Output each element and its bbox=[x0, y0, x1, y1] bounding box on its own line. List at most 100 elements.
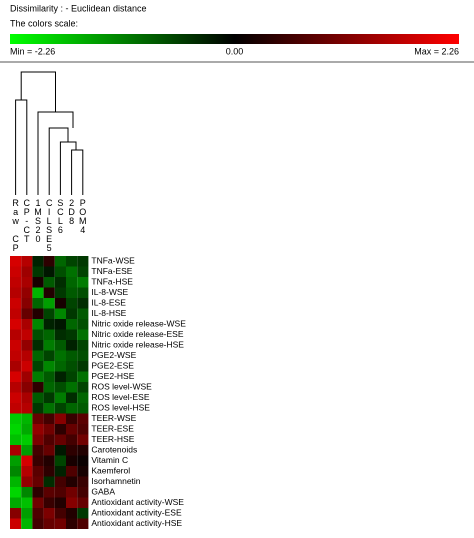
heatmap-cell bbox=[21, 371, 33, 382]
heatmap-cell bbox=[77, 329, 89, 340]
dendrogram-branch bbox=[20, 71, 56, 112]
heatmap-cell bbox=[54, 329, 66, 340]
heatmap-cell bbox=[21, 298, 33, 309]
heatmap-cell bbox=[10, 434, 22, 445]
column-label: CP-CT bbox=[22, 198, 32, 243]
heatmap-cell bbox=[43, 329, 55, 340]
heatmap-cell bbox=[10, 445, 22, 456]
heatmap-cell bbox=[54, 487, 66, 498]
heatmap-cell bbox=[77, 382, 89, 393]
heatmap-cell bbox=[10, 466, 22, 477]
chart-title: Dissimilarity : - Euclidean distance bbox=[10, 3, 147, 13]
heatmap-cell bbox=[77, 476, 89, 487]
heatmap-cell bbox=[43, 266, 55, 277]
heatmap-cell bbox=[77, 371, 89, 382]
heatmap-cell bbox=[10, 476, 22, 487]
column-label: 2D8 bbox=[67, 198, 77, 225]
heatmap-cell bbox=[32, 256, 44, 267]
heatmap-cell bbox=[77, 266, 89, 277]
heatmap-cell bbox=[21, 455, 33, 466]
heatmap-cell bbox=[54, 434, 66, 445]
heatmap-cell bbox=[21, 413, 33, 424]
heatmap-cell bbox=[43, 497, 55, 508]
heatmap-cell bbox=[66, 476, 78, 487]
heatmap-cell bbox=[10, 256, 22, 267]
heatmap-cell bbox=[54, 287, 66, 298]
heatmap-cell bbox=[54, 445, 66, 456]
heatmap-cell bbox=[77, 350, 89, 361]
heatmap-cell bbox=[54, 413, 66, 424]
heatmap-cell bbox=[66, 361, 78, 372]
heatmap-cell bbox=[77, 277, 89, 288]
heatmap-cell bbox=[66, 403, 78, 414]
column-label: SCL6 bbox=[55, 198, 65, 234]
heatmap-cell bbox=[32, 340, 44, 351]
heatmap-cell bbox=[66, 319, 78, 330]
heatmap-cell bbox=[10, 329, 22, 340]
heatmap-cell bbox=[10, 298, 22, 309]
heatmap-cell bbox=[32, 392, 44, 403]
heatmap-cell bbox=[66, 518, 78, 529]
heatmap-cell bbox=[10, 277, 22, 288]
row-label: Kaemferol bbox=[91, 466, 130, 476]
heatmap-cell bbox=[54, 455, 66, 466]
heatmap-cell bbox=[21, 256, 33, 267]
heatmap-cell bbox=[43, 371, 55, 382]
heatmap-cell bbox=[77, 392, 89, 403]
heatmap-cell bbox=[54, 350, 66, 361]
heatmap-cell bbox=[21, 350, 33, 361]
column-label: CILSE5 bbox=[44, 198, 54, 252]
heatmap-cell bbox=[21, 518, 33, 529]
row-label: Nitric oxide release-ESE bbox=[91, 329, 183, 339]
row-label: TNFa-WSE bbox=[91, 256, 135, 266]
row-label: PGE2-ESE bbox=[91, 361, 134, 371]
color-scale-bar bbox=[10, 34, 459, 44]
heatmap-cell bbox=[10, 319, 22, 330]
heatmap-cell bbox=[66, 340, 78, 351]
heatmap-cell bbox=[32, 455, 44, 466]
heatmap-cell bbox=[43, 445, 55, 456]
heatmap-cell bbox=[43, 434, 55, 445]
heatmap-cell bbox=[54, 308, 66, 319]
heatmap-cell bbox=[21, 392, 33, 403]
heatmap-cell bbox=[43, 256, 55, 267]
heatmap-cell bbox=[54, 340, 66, 351]
heatmap-cell bbox=[32, 445, 44, 456]
heatmap-cell bbox=[43, 382, 55, 393]
row-label: TNFa-ESE bbox=[91, 266, 132, 276]
heatmap-cell bbox=[10, 361, 22, 372]
heatmap-cell bbox=[43, 319, 55, 330]
heatmap-cell bbox=[10, 350, 22, 361]
column-label: Raw CP bbox=[11, 198, 21, 252]
heatmap-cell bbox=[21, 308, 33, 319]
heatmap-cell bbox=[66, 466, 78, 477]
heatmap-cell bbox=[54, 476, 66, 487]
heatmap-cell bbox=[77, 455, 89, 466]
heatmap-cell bbox=[77, 445, 89, 456]
row-label: Nitric oxide release-HSE bbox=[91, 340, 184, 350]
heatmap-cell bbox=[43, 455, 55, 466]
heatmap-cell bbox=[10, 308, 22, 319]
row-label: Isorhamnetin bbox=[91, 476, 140, 486]
heatmap-cell bbox=[43, 350, 55, 361]
row-label: PGE2-HSE bbox=[91, 371, 134, 381]
heatmap-cell bbox=[10, 340, 22, 351]
heatmap-cell bbox=[10, 287, 22, 298]
heatmap-cell bbox=[43, 508, 55, 519]
column-label: 1MS20 bbox=[33, 198, 43, 243]
row-label: IL-8-ESE bbox=[91, 298, 126, 308]
row-label: Antioxidant activity-ESE bbox=[91, 508, 182, 518]
heatmap-cell bbox=[43, 298, 55, 309]
heatmap-cell bbox=[54, 361, 66, 372]
heatmap-cell bbox=[43, 487, 55, 498]
heatmap-cell bbox=[21, 319, 33, 330]
heatmap-cell bbox=[32, 466, 44, 477]
heatmap-cell bbox=[10, 413, 22, 424]
heatmap-cell bbox=[21, 403, 33, 414]
heatmap-cell bbox=[21, 277, 33, 288]
heatmap-cell bbox=[77, 466, 89, 477]
scale-min-label: Min = -2.26 bbox=[10, 46, 55, 56]
heatmap-cell bbox=[32, 424, 44, 435]
heatmap-cell bbox=[21, 445, 33, 456]
